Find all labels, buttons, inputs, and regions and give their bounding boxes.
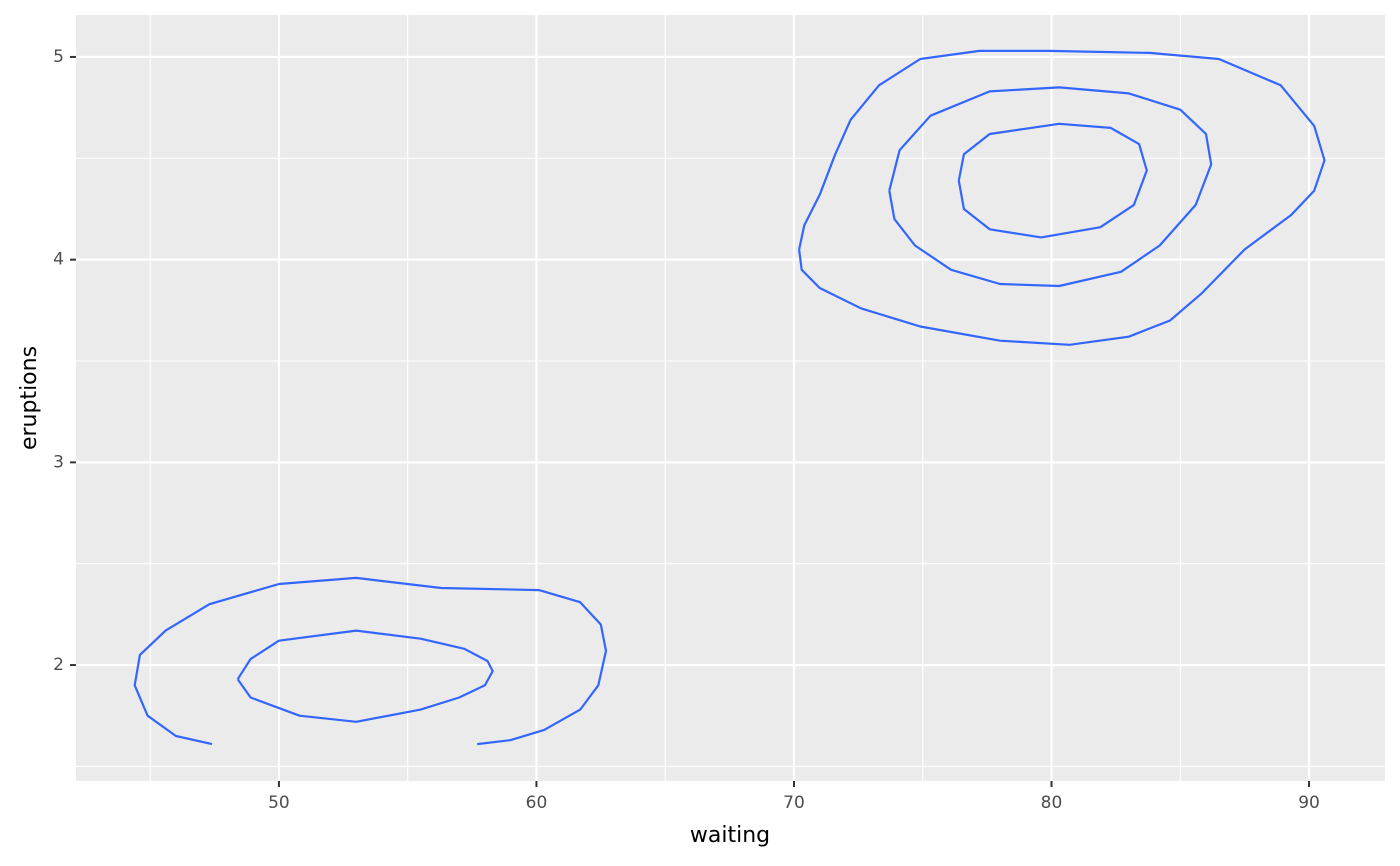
y-tick-label: 3 bbox=[53, 452, 64, 472]
y-tick-label: 5 bbox=[53, 47, 64, 67]
contour-line bbox=[236, 629, 494, 723]
y-tick-label: 4 bbox=[53, 250, 64, 270]
x-tick-label: 90 bbox=[1298, 793, 1320, 813]
contour-line bbox=[957, 122, 1148, 239]
y-axis-title: eruptions bbox=[17, 346, 42, 450]
x-tick-label: 60 bbox=[526, 793, 548, 813]
contour-line bbox=[798, 49, 1326, 346]
contour-line bbox=[888, 86, 1213, 288]
x-tick-label: 50 bbox=[268, 793, 290, 813]
x-axis-title: waiting bbox=[690, 823, 770, 848]
contour-line bbox=[133, 576, 608, 746]
x-tick-label: 70 bbox=[783, 793, 805, 813]
x-tick-label: 80 bbox=[1041, 793, 1063, 813]
panel bbox=[76, 15, 1385, 781]
y-tick-label: 2 bbox=[53, 655, 64, 675]
